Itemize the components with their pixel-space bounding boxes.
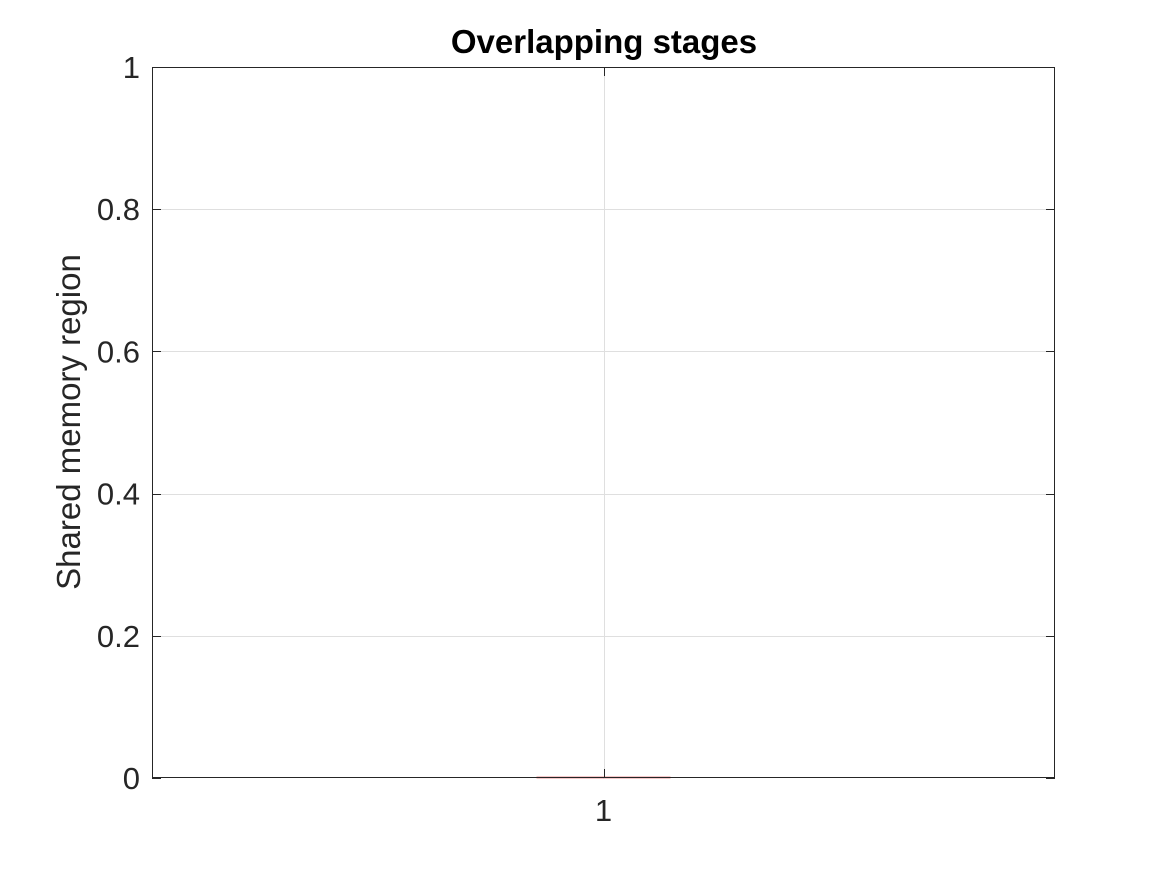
- y-tick-label: 0.6: [97, 334, 140, 369]
- y-axis-label: Shared memory region: [50, 254, 87, 590]
- plot-area: [152, 67, 1055, 778]
- y-tick-labels: 0 0.2 0.4 0.6 0.8 1: [97, 50, 140, 796]
- y-tick-label: 0.4: [97, 477, 140, 512]
- y-tick-label: 0.8: [97, 192, 140, 227]
- axes-frame: [152, 67, 1055, 778]
- grid-lines: [152, 67, 1055, 778]
- y-tick-label: 0.2: [97, 619, 140, 654]
- y-tick-label: 1: [123, 50, 140, 85]
- x-tick-labels: 1: [595, 793, 612, 828]
- y-tick-label: 0: [123, 761, 140, 796]
- chart-title: Overlapping stages: [451, 23, 757, 60]
- tick-marks: [152, 67, 1055, 779]
- x-tick-label: 1: [595, 793, 612, 828]
